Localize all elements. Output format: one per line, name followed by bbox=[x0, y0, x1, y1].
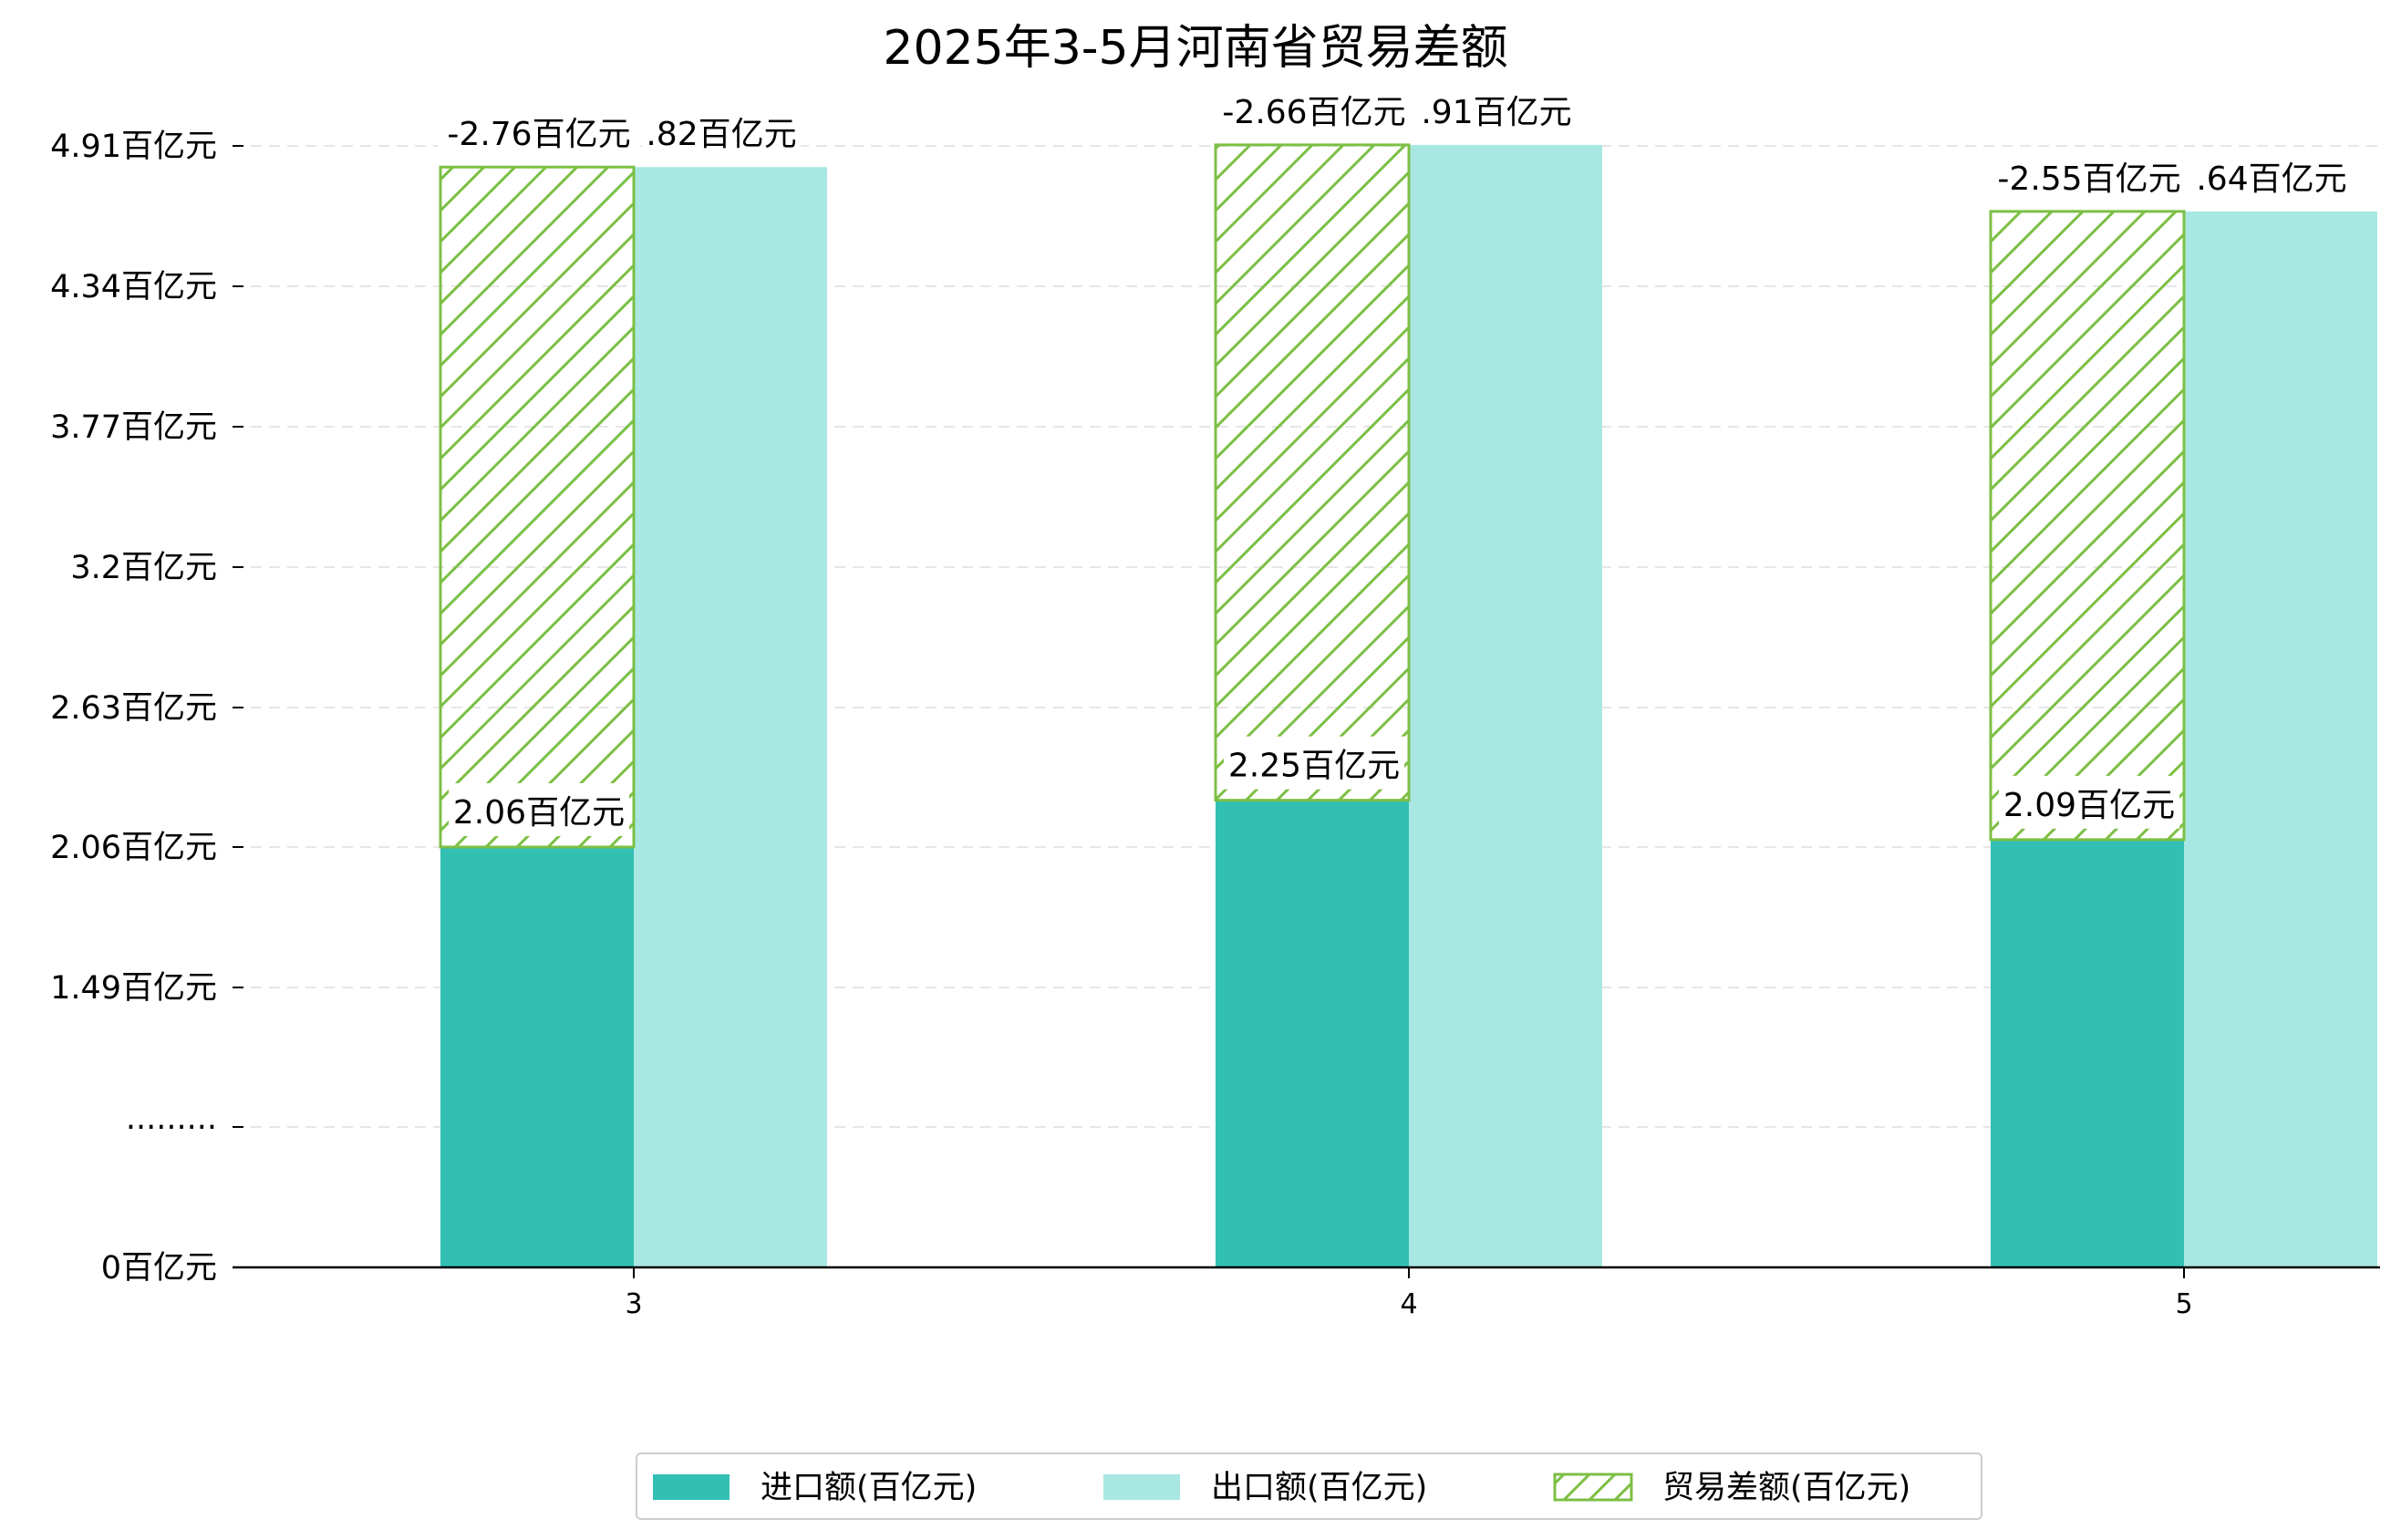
legend-item-import-label: 进口额(百亿元) bbox=[761, 1470, 977, 1506]
label-balance: -2.76百亿元 bbox=[447, 116, 630, 153]
y-tick-label: 2.06百亿元 bbox=[50, 830, 217, 866]
label-balance: -2.55百亿元 bbox=[1997, 160, 2180, 198]
legend-box bbox=[636, 1452, 1982, 1520]
bar-export bbox=[2184, 211, 2377, 1267]
y-axis: 0百亿元 ········· 1.49百亿元 2.06百亿元 2.63百亿元 3.2百亿元… bbox=[50, 129, 243, 1287]
label-import-box bbox=[1224, 736, 1404, 790]
legend-item-export-swatch bbox=[1103, 1474, 1180, 1500]
label-export-box bbox=[2192, 149, 2351, 202]
label-export: .64百亿元 bbox=[2196, 160, 2346, 198]
label-balance-box bbox=[1988, 149, 2190, 202]
x-tick-label: 4 bbox=[1400, 1288, 1417, 1320]
label-import-box bbox=[449, 782, 629, 836]
label-balance: -2.66百亿元 bbox=[1222, 94, 1405, 131]
y-tick-label: ········· bbox=[126, 1110, 217, 1146]
label-export-box bbox=[1417, 82, 1576, 136]
legend-item-export-label: 出口额(百亿元) bbox=[1211, 1470, 1427, 1506]
label-export: .82百亿元 bbox=[646, 116, 796, 153]
x-tick-label: 5 bbox=[2175, 1288, 2192, 1320]
chart-title: 2025年3-5月河南省贸易差额 bbox=[883, 21, 1507, 76]
label-import: 2.09百亿元 bbox=[2003, 787, 2175, 824]
y-tick-label: 4.91百亿元 bbox=[50, 129, 217, 165]
label-import: 2.25百亿元 bbox=[1228, 748, 1400, 785]
y-tick-label: 3.2百亿元 bbox=[70, 550, 217, 586]
bar-import bbox=[1991, 839, 2184, 1267]
bar-balance bbox=[1989, 210, 2186, 842]
bar-import bbox=[440, 846, 634, 1267]
y-tick-label: 1.49百亿元 bbox=[50, 970, 217, 1007]
label-export-box bbox=[642, 105, 801, 159]
data-labels: 2.06百亿元 -2.76百亿元 .82百亿元 2.25百亿元 -2.66百亿元 .91百… bbox=[438, 82, 2351, 836]
label-balance-box bbox=[438, 105, 640, 159]
y-tick-label: 2.63百亿元 bbox=[50, 690, 217, 727]
x-tick-label: 3 bbox=[625, 1288, 642, 1320]
bars bbox=[439, 143, 2377, 1267]
legend-item-balance-swatch bbox=[1553, 1473, 1633, 1502]
x-axis: 3 4 5 bbox=[233, 1266, 2380, 1320]
label-balance-box bbox=[1213, 82, 1415, 136]
bar-export bbox=[1409, 144, 1602, 1267]
y-tick-label: 0百亿元 bbox=[101, 1250, 217, 1287]
y-tick-label: 3.77百亿元 bbox=[50, 409, 217, 446]
legend-item-balance-label: 贸易差额(百亿元) bbox=[1662, 1470, 1910, 1506]
legend-item-balance: 贸易差额(百亿元) bbox=[1553, 1470, 1910, 1506]
legend-item-import: 进口额(百亿元) bbox=[653, 1470, 977, 1506]
bar-import bbox=[1216, 800, 1409, 1267]
legend-item-export: 出口额(百亿元) bbox=[1103, 1470, 1427, 1506]
y-tick-label: 4.34百亿元 bbox=[50, 269, 217, 305]
legend-item-import-swatch bbox=[653, 1474, 730, 1500]
bar-balance bbox=[439, 165, 636, 849]
bar-export bbox=[634, 167, 827, 1267]
label-import: 2.06百亿元 bbox=[453, 794, 625, 832]
label-import-box bbox=[1999, 775, 2179, 829]
bar-balance bbox=[1214, 143, 1411, 802]
legend: 进口额(百亿元) 出口额(百亿元) 贸易差额(百亿元) bbox=[636, 1452, 1982, 1520]
label-export: .91百亿元 bbox=[1421, 94, 1571, 131]
